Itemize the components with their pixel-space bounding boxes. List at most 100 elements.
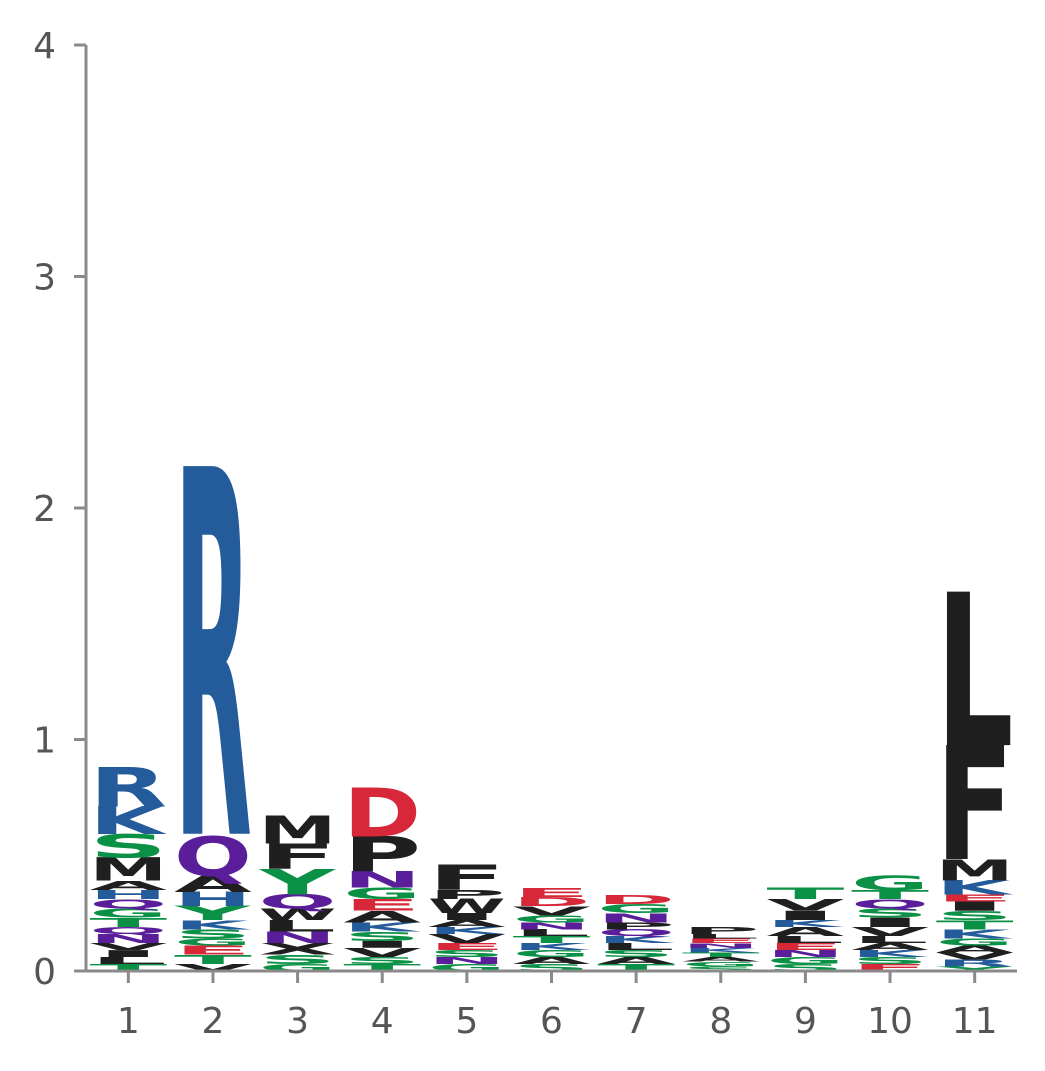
logo-letter-d: D	[513, 894, 591, 909]
logo-letter-a: A	[597, 955, 675, 966]
logo-letter-s: S	[851, 906, 929, 921]
logo-letter-m: M	[936, 854, 1014, 888]
logo-letter-n: N	[343, 867, 421, 893]
logo-letter-s: S	[936, 908, 1014, 923]
logo-letter-g: G	[766, 955, 844, 966]
logo-letter-h: H	[89, 887, 167, 902]
logo-letter-i: I	[936, 899, 1014, 914]
logo-letter-g: G	[343, 885, 421, 904]
logo-letter-s: S	[259, 952, 337, 967]
logo-letter-k: K	[597, 934, 674, 945]
logo-letter-v: V	[513, 903, 592, 918]
logo-letter-a: A	[343, 907, 421, 926]
logo-letter-k: K	[766, 918, 843, 929]
y-tick-label: 0	[33, 952, 56, 993]
logo-letter-e: E	[428, 941, 506, 952]
logo-letter-a: A	[682, 956, 760, 963]
logo-letter-a: A	[89, 878, 168, 893]
glyph-layer: TLIVNQTGQHAMSKRVTEGSKYHAQRGSXNLWQYFMTSVI…	[89, 365, 1014, 973]
logo-letter-i: I	[89, 948, 167, 959]
logo-letter-g: G	[174, 937, 252, 948]
logo-letter-v: V	[428, 931, 507, 946]
logo-letter-r: R	[936, 957, 1014, 968]
x-tick-label: 6	[540, 1001, 563, 1042]
logo-letter-n: N	[513, 920, 591, 931]
logo-letter-v: V	[766, 896, 844, 915]
y-tick-label: 3	[33, 258, 56, 299]
logo-letter-a: A	[428, 918, 506, 929]
logo-letter-s: S	[174, 927, 252, 942]
x-ticks: 1 2 3 4 5 6 7 8 9 10 11	[117, 971, 998, 1042]
x-tick-label: 2	[202, 1001, 225, 1042]
logo-letter-l: L	[682, 933, 760, 940]
logo-letter-w: W	[259, 906, 337, 924]
y-tick-label: 4	[33, 26, 56, 67]
logo-letter-k: K	[851, 948, 928, 959]
logo-letter-i: I	[851, 915, 929, 930]
logo-letter-n: N	[766, 948, 844, 959]
logo-letter-e: E	[343, 896, 421, 915]
logo-letter-t: T	[682, 951, 760, 958]
y-tick-label: 2	[33, 489, 56, 530]
logo-letter-v: V	[343, 945, 422, 960]
x-tick-label: 10	[867, 1001, 913, 1042]
logo-letter-n: N	[89, 931, 167, 946]
logo-letter-d: D	[597, 892, 675, 907]
logo-letter-q: Q	[597, 928, 675, 939]
logo-letter-t: T	[89, 962, 167, 973]
x-tick-label: 4	[371, 1001, 394, 1042]
logo-letter-l: L	[597, 941, 675, 952]
x-tick-label: 3	[286, 1001, 309, 1042]
logo-letter-s: S	[428, 948, 506, 959]
logo-letter-a: A	[174, 872, 253, 898]
logo-letter-e: E	[174, 943, 252, 958]
logo-letter-g: G	[682, 960, 760, 967]
y-ticks: 0 1 2 3 4	[33, 26, 86, 993]
logo-letter-y: Y	[935, 965, 1013, 972]
logo-letter-i: I	[766, 908, 844, 923]
logo-letter-s: S	[597, 948, 675, 959]
logo-letter-l: L	[766, 934, 844, 945]
x-tick-label: 8	[709, 1001, 732, 1042]
logo-letter-a: A	[851, 941, 929, 952]
logo-letter-v: V	[936, 951, 1014, 962]
logo-letter-f: F	[428, 857, 506, 898]
logo-letter-s: S	[343, 955, 421, 966]
logo-letter-q: Q	[259, 891, 337, 913]
x-tick-label: 7	[625, 1001, 648, 1042]
logo-letter-d: D	[343, 775, 421, 853]
x-tick-label: 1	[117, 1001, 140, 1042]
logo-letter-v: V	[851, 924, 930, 939]
logo-letter-w: W	[428, 896, 506, 918]
logo-letter-m: M	[89, 852, 167, 889]
logo-letter-t: T	[597, 962, 675, 973]
logo-letter-h: H	[174, 888, 252, 910]
logo-letter-a: A	[936, 944, 1014, 955]
logo-letter-i: I	[343, 939, 421, 950]
logo-letter-q: Q	[174, 825, 252, 888]
logo-letter-k: K	[343, 920, 422, 935]
logo-letter-t: T	[513, 934, 591, 945]
logo-letter-s: S	[89, 828, 167, 865]
logo-letter-t: T	[174, 952, 252, 967]
logo-letter-g: G	[936, 937, 1014, 948]
logo-letter-g: G	[428, 962, 506, 973]
logo-letter-k: K	[936, 927, 1015, 942]
logo-letter-g: G	[513, 913, 591, 924]
logo-letter-q: Q	[89, 897, 167, 912]
logo-letter-n: N	[597, 910, 675, 925]
logo-letter-s: S	[682, 965, 760, 972]
logo-letter-t: T	[936, 918, 1014, 933]
logo-letter-t: T	[89, 915, 167, 930]
logo-letter-g: G	[259, 962, 337, 973]
logo-letter-p: P	[682, 925, 760, 936]
logo-letter-l: L	[259, 917, 337, 936]
logo-letter-s: S	[766, 962, 844, 973]
logo-letter-s: S	[513, 962, 591, 973]
logo-letter-y: Y	[258, 862, 336, 903]
logo-letter-n: N	[259, 928, 337, 947]
logo-letter-e: E	[936, 893, 1014, 904]
logo-letter-k: K	[428, 925, 505, 936]
